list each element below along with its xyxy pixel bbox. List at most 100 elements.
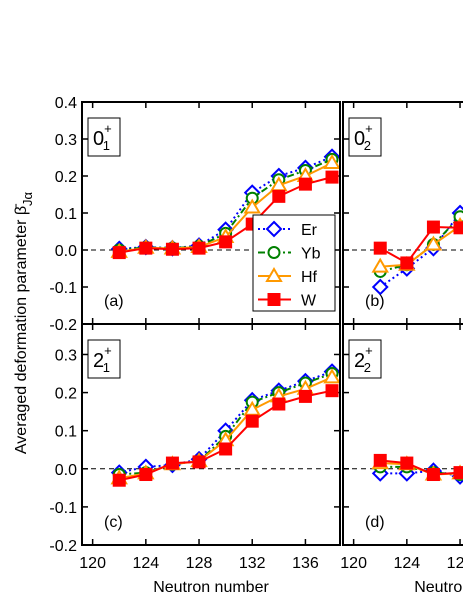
y-tick-label: 0.1	[55, 206, 77, 223]
state-box	[87, 339, 121, 379]
marker	[165, 242, 179, 256]
marker	[272, 189, 286, 203]
marker	[373, 241, 387, 255]
legend-box	[252, 214, 336, 312]
y-tick-label: -0.2	[49, 317, 77, 334]
y-tick-label: 0.3	[55, 347, 77, 364]
marker	[298, 177, 312, 191]
state-box	[348, 339, 382, 379]
marker	[112, 473, 126, 487]
marker	[453, 221, 463, 235]
state-sup: +	[104, 343, 112, 358]
marker	[272, 397, 286, 411]
y-axis-label-text: Averaged deformation parameter	[13, 215, 30, 454]
marker	[265, 220, 283, 238]
state-sub: 1	[103, 138, 110, 153]
marker	[298, 389, 312, 403]
x-axis-label: Neutron number	[153, 579, 269, 596]
state-sub: 2	[364, 138, 371, 153]
state-label: 0+ 2	[354, 121, 373, 153]
panel-tag: (d)	[365, 514, 385, 531]
y-tick-label: -0.1	[49, 500, 77, 517]
x-tick-label: 124	[132, 555, 159, 572]
x-tick-label: 128	[447, 555, 463, 572]
marker	[426, 220, 440, 234]
plot-frame	[342, 323, 463, 546]
y-axis-label-subscript: Jα	[20, 191, 35, 206]
state-sub: 2	[364, 360, 371, 375]
y-tick-label: 0.4	[55, 95, 77, 112]
y-tick-label: 0.0	[55, 243, 77, 260]
series-line	[379, 226, 461, 265]
marker	[192, 455, 206, 469]
marker	[323, 154, 341, 170]
x-tick-label: 132	[239, 555, 266, 572]
marker	[426, 468, 440, 482]
marker	[192, 241, 206, 255]
legend-label: W	[301, 293, 317, 310]
marker	[325, 170, 339, 184]
x-tick-label: 136	[292, 555, 319, 572]
marker	[453, 466, 463, 480]
marker	[219, 442, 233, 456]
marker	[373, 453, 387, 467]
panel-tag: (c)	[104, 514, 123, 531]
y-axis-label: Averaged deformation parameter β̄Jα	[13, 191, 35, 454]
legend-label: Er	[301, 222, 318, 239]
plot-frame	[81, 323, 341, 546]
state-box	[348, 117, 382, 157]
marker	[139, 468, 153, 482]
marker	[400, 456, 414, 470]
legend-label: Yb	[301, 246, 321, 263]
state-label: 2+ 2	[354, 343, 373, 375]
x-tick-label: 128	[186, 555, 213, 572]
panel-tag: (b)	[365, 293, 385, 310]
marker	[267, 293, 281, 306]
state-label: 2+ 1	[93, 343, 112, 375]
y-tick-label: 0.2	[55, 169, 77, 186]
legend-label: Hf	[301, 269, 318, 286]
x-tick-label: 124	[393, 555, 420, 572]
marker	[323, 368, 341, 384]
state-base: 0	[93, 128, 104, 150]
y-tick-label: 0.1	[55, 424, 77, 441]
marker	[265, 267, 283, 282]
y-tick-label: 0.2	[55, 386, 77, 403]
marker	[400, 256, 414, 270]
x-axis-label: Neutron number	[414, 579, 463, 596]
marker	[243, 198, 261, 214]
series-line	[380, 225, 461, 268]
plot-frame	[342, 101, 463, 325]
marker	[371, 278, 389, 296]
state-sup: +	[104, 121, 112, 136]
marker	[267, 246, 281, 259]
y-tick-label: 0.0	[55, 462, 77, 479]
marker	[325, 384, 339, 398]
marker	[139, 241, 153, 255]
marker	[165, 456, 179, 470]
state-box	[87, 117, 121, 157]
marker	[219, 235, 233, 249]
y-tick-label: -0.2	[49, 538, 77, 555]
marker	[112, 246, 126, 260]
marker	[371, 257, 389, 273]
state-sub: 1	[103, 360, 110, 375]
series-line	[380, 459, 461, 476]
state-base: 2	[354, 350, 365, 372]
state-sup: +	[365, 121, 373, 136]
y-axis-label-symbol: β̄	[13, 203, 30, 215]
state-label: 0+ 1	[93, 121, 112, 153]
marker	[424, 235, 443, 251]
series-line	[379, 212, 461, 288]
x-tick-label: 120	[340, 555, 367, 572]
y-tick-label: -0.1	[49, 280, 77, 297]
state-base: 2	[93, 350, 104, 372]
series-line	[379, 216, 461, 273]
panel-tag: (a)	[104, 293, 124, 310]
marker	[245, 414, 259, 428]
x-tick-label: 120	[79, 555, 106, 572]
state-sup: +	[365, 343, 373, 358]
y-tick-label: 0.3	[55, 132, 77, 149]
